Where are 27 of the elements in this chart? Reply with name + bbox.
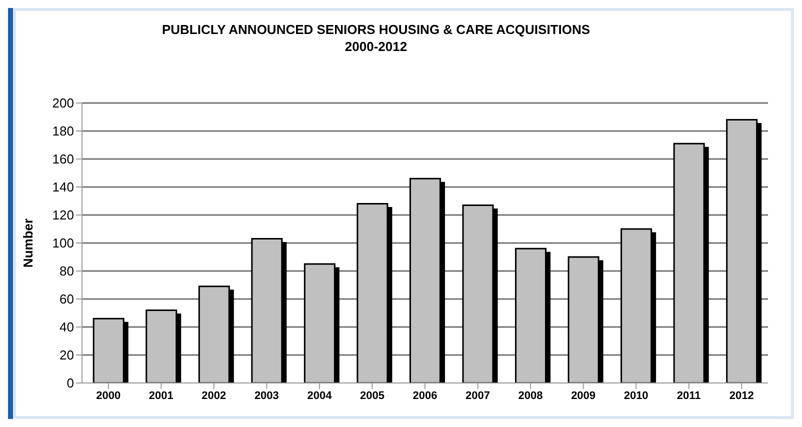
x-tick-label: 2008: [518, 390, 543, 402]
y-tick-label: 200: [52, 96, 74, 111]
y-tick-label: 60: [60, 292, 74, 307]
y-tick-label: 120: [52, 208, 74, 223]
y-tick-label: 40: [60, 320, 74, 335]
y-tick-label: 0: [66, 376, 74, 391]
y-tick-label: 140: [52, 180, 74, 195]
x-tick-label: 2012: [729, 390, 754, 402]
x-tick-label: 2001: [148, 390, 174, 402]
x-tick-label: 2010: [624, 390, 648, 402]
y-tick-label: 160: [52, 152, 74, 167]
x-tick-label: 2000: [96, 390, 121, 402]
y-tick-label: 180: [52, 124, 74, 139]
x-tick-label: 2007: [466, 390, 490, 402]
y-tick-label: 20: [60, 348, 74, 363]
x-tick-label: 2002: [202, 390, 226, 402]
x-tick-label: 2011: [676, 390, 701, 402]
y-tick-label: 100: [52, 236, 74, 251]
chart-title: PUBLICLY ANNOUNCED SENIORS HOUSING & CARE ACQUISITIONS: [160, 21, 592, 38]
y-axis-title: Number: [20, 218, 36, 268]
x-tick-label: 2009: [571, 390, 596, 402]
chart-subtitle: 2000-2012: [344, 38, 408, 55]
x-tick-label: 2006: [412, 390, 438, 402]
x-tick-label: 2005: [360, 390, 384, 402]
y-tick-label: 80: [60, 264, 74, 279]
x-tick-label: 2003: [254, 390, 279, 402]
x-tick-label: 2004: [307, 390, 333, 402]
